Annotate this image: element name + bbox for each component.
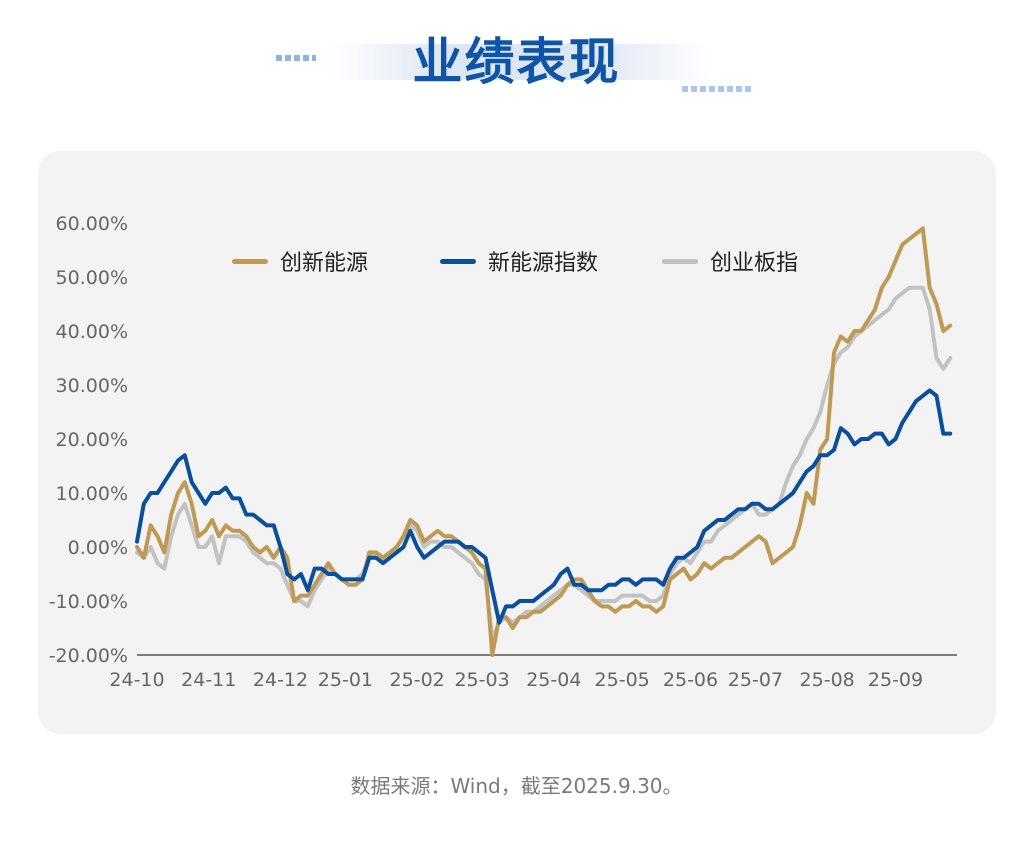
x-tick-label: 25-03	[454, 669, 509, 691]
series-line-gray	[135, 285, 953, 641]
x-tick-label: 25-01	[318, 669, 373, 691]
x-tick-label: 25-04	[526, 669, 581, 691]
x-tick-label: 25-02	[390, 669, 445, 691]
data-source-note: 数据来源：Wind，截至2025.9.30。	[350, 774, 683, 798]
decorative-dots-right	[682, 86, 752, 92]
y-tick-label: 30.00%	[56, 375, 128, 397]
y-tick-label: -10.00%	[49, 591, 128, 613]
y-tick-label: 20.00%	[56, 429, 128, 451]
y-tick-label: 10.00%	[56, 483, 128, 505]
legend-label: 创业板指	[710, 251, 799, 276]
title-area: 业绩表现	[0, 0, 1033, 110]
x-tick-label: 25-08	[800, 669, 855, 691]
legend-swatch-gray	[662, 258, 698, 264]
series-line-blue	[135, 388, 953, 625]
legend-item-chinext-index: 创业板指	[662, 245, 798, 277]
legend-swatch-blue	[440, 258, 476, 264]
series-line-gold	[135, 226, 953, 657]
y-tick-label: 50.00%	[56, 267, 128, 289]
chart-legend: 创新能源 新能源指数 创业板指	[0, 245, 1033, 277]
decorative-dots-left	[276, 55, 316, 61]
x-tick-label: 25-09	[868, 669, 923, 691]
y-tick-label: -20.00%	[49, 645, 128, 667]
page-title: 业绩表现	[412, 33, 621, 91]
y-tick-label: 60.00%	[56, 213, 128, 235]
legend-item-new-energy-index: 新能源指数	[440, 245, 598, 277]
legend-swatch-gold	[232, 258, 268, 264]
x-tick-label: 24-11	[181, 669, 236, 691]
y-tick-label: 40.00%	[56, 321, 128, 343]
legend-item-innovation-energy: 创新能源	[232, 245, 368, 277]
x-tick-label: 24-12	[253, 669, 308, 691]
title-band	[330, 44, 710, 80]
legend-label: 新能源指数	[488, 251, 599, 276]
x-tick-label: 24-10	[109, 669, 164, 691]
x-tick-label: 25-05	[595, 669, 650, 691]
y-tick-label: 0.00%	[68, 537, 128, 559]
legend-label: 创新能源	[280, 251, 369, 276]
x-tick-label: 25-07	[728, 669, 783, 691]
x-tick-label: 25-06	[663, 669, 718, 691]
